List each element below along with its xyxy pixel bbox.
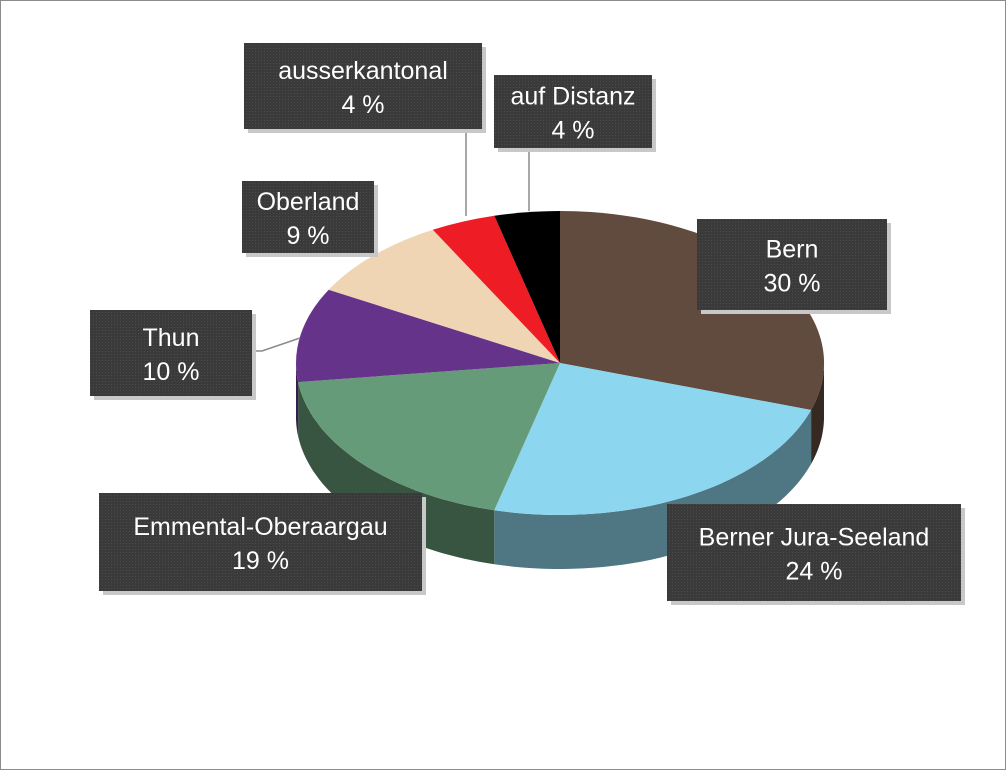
data-label-emmental-oberaargau: Emmental-Oberaargau 19 % — [99, 493, 426, 595]
slice-berner-jura-seeland — [494, 363, 812, 515]
slice-emmental-oberaargau — [298, 363, 560, 511]
label-category: Emmental-Oberaargau — [133, 513, 387, 541]
label-percent: 9 % — [286, 222, 329, 250]
label-percent: 19 % — [232, 547, 289, 575]
side-bern — [811, 363, 824, 464]
data-label-ausserkantonal: ausserkantonal 4 % — [244, 43, 486, 133]
data-label-oberland: Oberland 9 % — [242, 181, 378, 257]
label-percent: 30 % — [764, 270, 821, 298]
label-category: ausserkantonal — [278, 57, 448, 85]
label-category: Berner Jura-Seeland — [699, 524, 930, 552]
slice-bern — [560, 211, 825, 410]
label-percent: 24 % — [786, 558, 843, 586]
label-box — [697, 219, 887, 310]
label-percent: 10 % — [143, 358, 200, 386]
leader-line-thun — [252, 337, 301, 352]
slice-oberland — [328, 229, 560, 363]
label-box — [244, 43, 482, 129]
slice-thun — [296, 289, 560, 383]
label-box — [494, 75, 652, 148]
label-percent: 4 % — [551, 117, 594, 145]
data-labels: Bern 30 % Berner Jura-Seeland 24 % Emmental-… — [90, 43, 965, 605]
label-box — [99, 493, 422, 591]
pie-top-faces — [296, 211, 825, 515]
label-box — [667, 504, 961, 601]
label-box — [90, 310, 252, 396]
label-category: Bern — [766, 236, 819, 264]
data-label-berner-jura-seeland: Berner Jura-Seeland 24 % — [667, 504, 965, 605]
label-percent: 4 % — [341, 91, 384, 119]
slice-ausserkantonal — [432, 215, 560, 363]
data-label-auf-distanz: auf Distanz 4 % — [494, 75, 656, 152]
side-thun — [296, 363, 299, 437]
data-label-thun: Thun 10 % — [90, 310, 256, 400]
slice-auf-distanz — [494, 211, 560, 363]
data-label-bern: Bern 30 % — [697, 219, 891, 314]
label-category: auf Distanz — [510, 83, 635, 111]
side-emmental-oberaargau — [298, 382, 495, 565]
label-category: Thun — [143, 324, 200, 352]
label-category: Oberland — [257, 188, 360, 216]
label-box — [242, 181, 374, 253]
